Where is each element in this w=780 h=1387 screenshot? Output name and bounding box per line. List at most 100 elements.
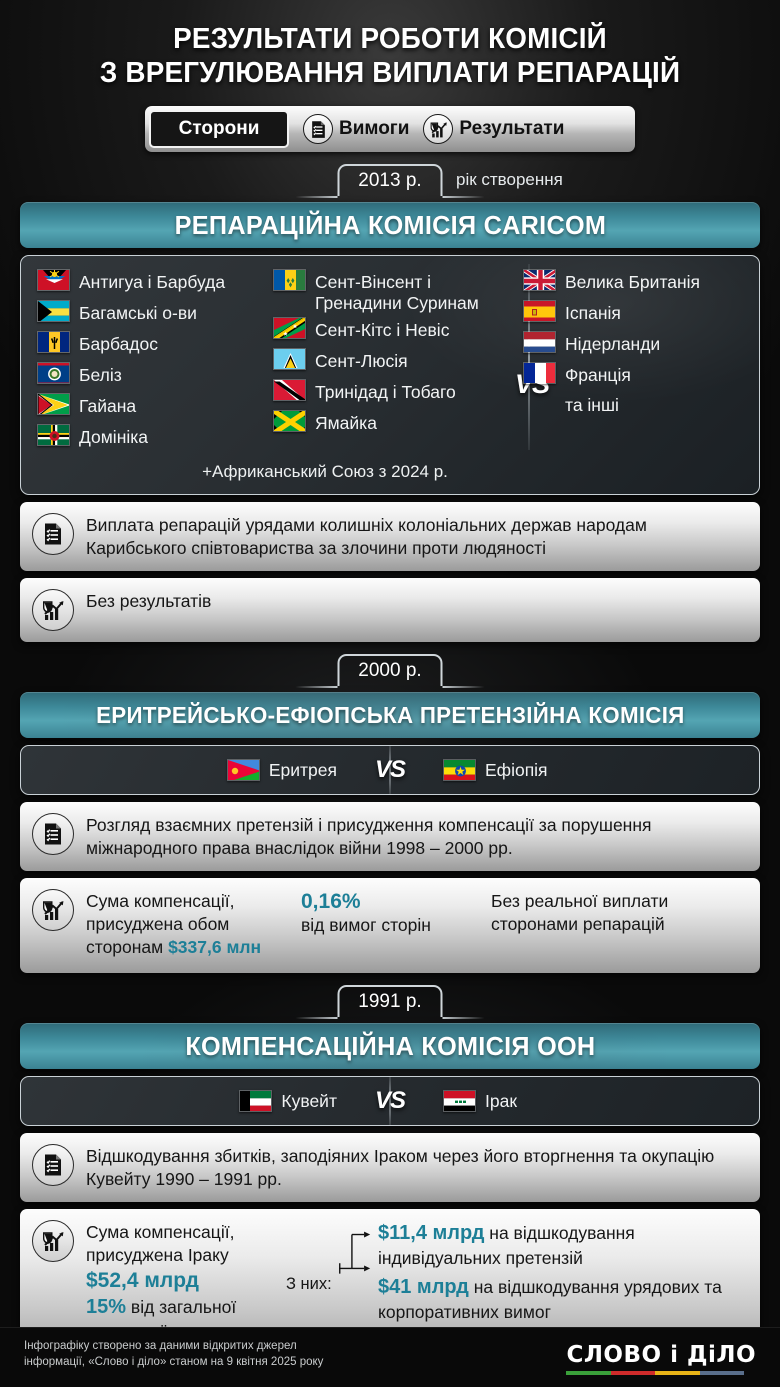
party-row: Сент-Вінсент і Гренадини Суринам xyxy=(273,269,493,314)
jamaica-flag xyxy=(273,410,306,432)
party-name: Велика Британія xyxy=(565,272,701,292)
requirements-text: Виплата репарацій урядами колишніх колон… xyxy=(86,515,647,558)
party-row: Багамські о-ви xyxy=(37,300,273,328)
results-line-2: присуджена Іраку xyxy=(86,1245,229,1265)
ethiopia-flag xyxy=(443,759,476,781)
party-name: Ефіопія xyxy=(485,759,548,780)
logo-color-bars xyxy=(566,1371,745,1375)
united-kingdom-flag xyxy=(523,269,556,291)
iraq-flag xyxy=(443,1090,476,1112)
year-tab-2000: 2000 р. xyxy=(295,654,485,688)
year-tab-1991: 1991 р. xyxy=(295,985,485,1019)
section-caricom: РЕПАРАЦІЙНА КОМІСІЯ CARICOM Антигуа і Ба… xyxy=(20,202,760,642)
party-name: Антигуа і Барбуда xyxy=(79,272,226,292)
results-branch-connector: З них: xyxy=(286,1219,378,1353)
legend-label-requirements: Вимоги xyxy=(339,118,410,139)
results-text: Без результатів xyxy=(86,591,212,611)
legend-tab-requirements[interactable]: Вимоги xyxy=(303,114,409,144)
kuwait-flag xyxy=(239,1090,273,1112)
parties-column-1: Антигуа і Барбуда Багамські о-ви Барбадо… xyxy=(37,269,273,452)
party-name: Франція xyxy=(565,365,631,385)
logo-bar-green xyxy=(566,1371,611,1375)
document-checklist-icon xyxy=(32,1144,74,1186)
results-amount-block: Сума компенсації, присуджена обом сторон… xyxy=(86,888,301,959)
results-note-block: Без реальної виплати сторонами репарацій xyxy=(491,891,669,934)
page-title: РЕЗУЛЬТАТИ РОБОТИ КОМІСІЙ З ВРЕГУЛЮВАННЯ… xyxy=(0,0,780,92)
party-row: Беліз xyxy=(37,362,273,390)
branch2-amount: $41 млрд xyxy=(378,1276,469,1298)
party-row: Гайана xyxy=(37,393,273,421)
section-title: ЕРИТРЕЙСЬКО-ЕФІОПСЬКА ПРЕТЕНЗІЙНА КОМІСІ… xyxy=(95,701,685,728)
vs-label: VS xyxy=(374,1087,406,1114)
document-checklist-icon xyxy=(32,513,74,555)
results-percent-value: 0,16% xyxy=(301,890,361,913)
branch-arrows-icon xyxy=(339,1231,371,1274)
party-row: та інші xyxy=(523,393,723,421)
chart-growth-icon xyxy=(32,1220,74,1262)
party-name: Ямайка xyxy=(315,413,377,433)
footer: Інфографіку створено за даними відкритих… xyxy=(0,1327,780,1387)
branch2-text: на відшкодування урядових та корпоративн… xyxy=(378,1277,722,1322)
party-name: Сент-Люсія xyxy=(315,351,408,371)
branch1-text: на відшкодування індивідуальних претензі… xyxy=(378,1223,635,1268)
document-checklist-icon xyxy=(303,114,333,144)
section-un-compensation: КОМПЕНСАЦІЙНА КОМІСІЯ ООН Кувейт VS Ірак xyxy=(20,1023,760,1369)
section-eritrea-ethiopia: ЕРИТРЕЙСЬКО-ЕФІОПСЬКА ПРЕТЕНЗІЙНА КОМІСІ… xyxy=(20,692,760,973)
party-name: Гайана xyxy=(79,396,137,416)
parties-column-right: Велика Британія Іспанія Нідерланди xyxy=(493,269,723,452)
results-amount-value: $337,6 млн xyxy=(168,937,262,957)
requirements-text: Розгляд взаємних претензій і присудження… xyxy=(86,815,652,858)
chart-growth-icon xyxy=(32,889,74,931)
saint-kitts-and-nevis-flag xyxy=(273,317,306,339)
trinidad-and-tobago-flag xyxy=(273,379,306,401)
title-line-1: РЕЗУЛЬТАТИ РОБОТИ КОМІСІЙ xyxy=(173,23,607,55)
chart-growth-icon xyxy=(32,589,74,631)
guyana-flag xyxy=(37,393,70,415)
party-row: Ямайка xyxy=(273,410,493,438)
party-name-line1: Сент-Вінсент і xyxy=(315,272,432,292)
party-name: Кувейт xyxy=(281,1090,337,1111)
netherlands-flag xyxy=(523,331,556,353)
dominica-flag xyxy=(37,424,70,446)
year-tab-wrap-2: 2000 р. xyxy=(0,654,780,692)
parties-row-kuwait-iraq: Кувейт VS Ірак xyxy=(20,1076,760,1126)
requirements-bar-un: Відшкодування збитків, заподіяних Іраком… xyxy=(20,1133,760,1202)
parties-panel-caricom: Антигуа і Барбуда Багамські о-ви Барбадо… xyxy=(20,255,760,495)
legend-tab-results[interactable]: Результати xyxy=(423,114,564,144)
legend-bar: Сторони Вимо xyxy=(145,106,635,152)
party-name: Тринідад і Тобаго xyxy=(315,382,456,402)
party-name: Барбадос xyxy=(79,334,158,354)
year-tab-wrap-1: 2013 р. рік створення xyxy=(0,164,780,202)
antigua-and-barbuda-flag xyxy=(37,269,70,291)
eritrea-flag xyxy=(226,759,260,781)
document-checklist-icon xyxy=(32,813,74,855)
parties-divider xyxy=(528,264,530,450)
year-tab-wrap-3: 1991 р. xyxy=(0,985,780,1023)
logo-bar-yellow xyxy=(655,1371,700,1375)
party-name: Еритрея xyxy=(268,759,337,780)
party-name: Сент-Кітс і Невіс xyxy=(315,320,450,340)
extra-note-african-union: +Африканський Союз з 2024 р. xyxy=(202,462,448,481)
party-row: Домініка xyxy=(37,424,273,452)
party-row: Сент-Кітс і Невіс xyxy=(273,317,493,345)
requirements-text: Відшкодування збитків, заподіяних Іраком… xyxy=(86,1146,715,1189)
results-percent-tail: від загальної xyxy=(126,1297,237,1317)
party-name: Сент-Вінсент і Гренадини Суринам xyxy=(315,269,479,314)
belize-flag xyxy=(37,362,70,384)
party-name-others: та інші xyxy=(565,395,619,415)
results-percent-label: від вимог сторін xyxy=(301,915,431,935)
party-row: Іспанія xyxy=(523,300,723,328)
party-row: Велика Британія xyxy=(523,269,723,297)
section-title: РЕПАРАЦІЙНА КОМІСІЯ CARICOM xyxy=(174,209,606,240)
results-percent-block: 0,16% від вимог сторін xyxy=(301,888,491,959)
brand-logo[interactable]: СЛОВО і ДіЛО xyxy=(566,1342,756,1375)
source-line-2: інформації, «Слово і діло» станом на 9 к… xyxy=(24,1356,324,1368)
section-header-eritrea-ethiopia: ЕРИТРЕЙСЬКО-ЕФІОПСЬКА ПРЕТЕНЗІЙНА КОМІСІ… xyxy=(20,692,760,738)
section-title: КОМПЕНСАЦІЙНА КОМІСІЯ ООН xyxy=(184,1030,596,1061)
source-note: Інфографіку створено за даними відкритих… xyxy=(24,1338,323,1370)
title-line-2: З ВРЕГУЛЮВАННЯ ВИПЛАТИ РЕПАРАЦІЙ xyxy=(99,57,681,89)
legend-tab-parties[interactable]: Сторони xyxy=(149,110,289,148)
party-row: Сент-Люсія xyxy=(273,348,493,376)
party-row: Тринідад і Тобаго xyxy=(273,379,493,407)
party-row: Франція xyxy=(523,362,723,390)
